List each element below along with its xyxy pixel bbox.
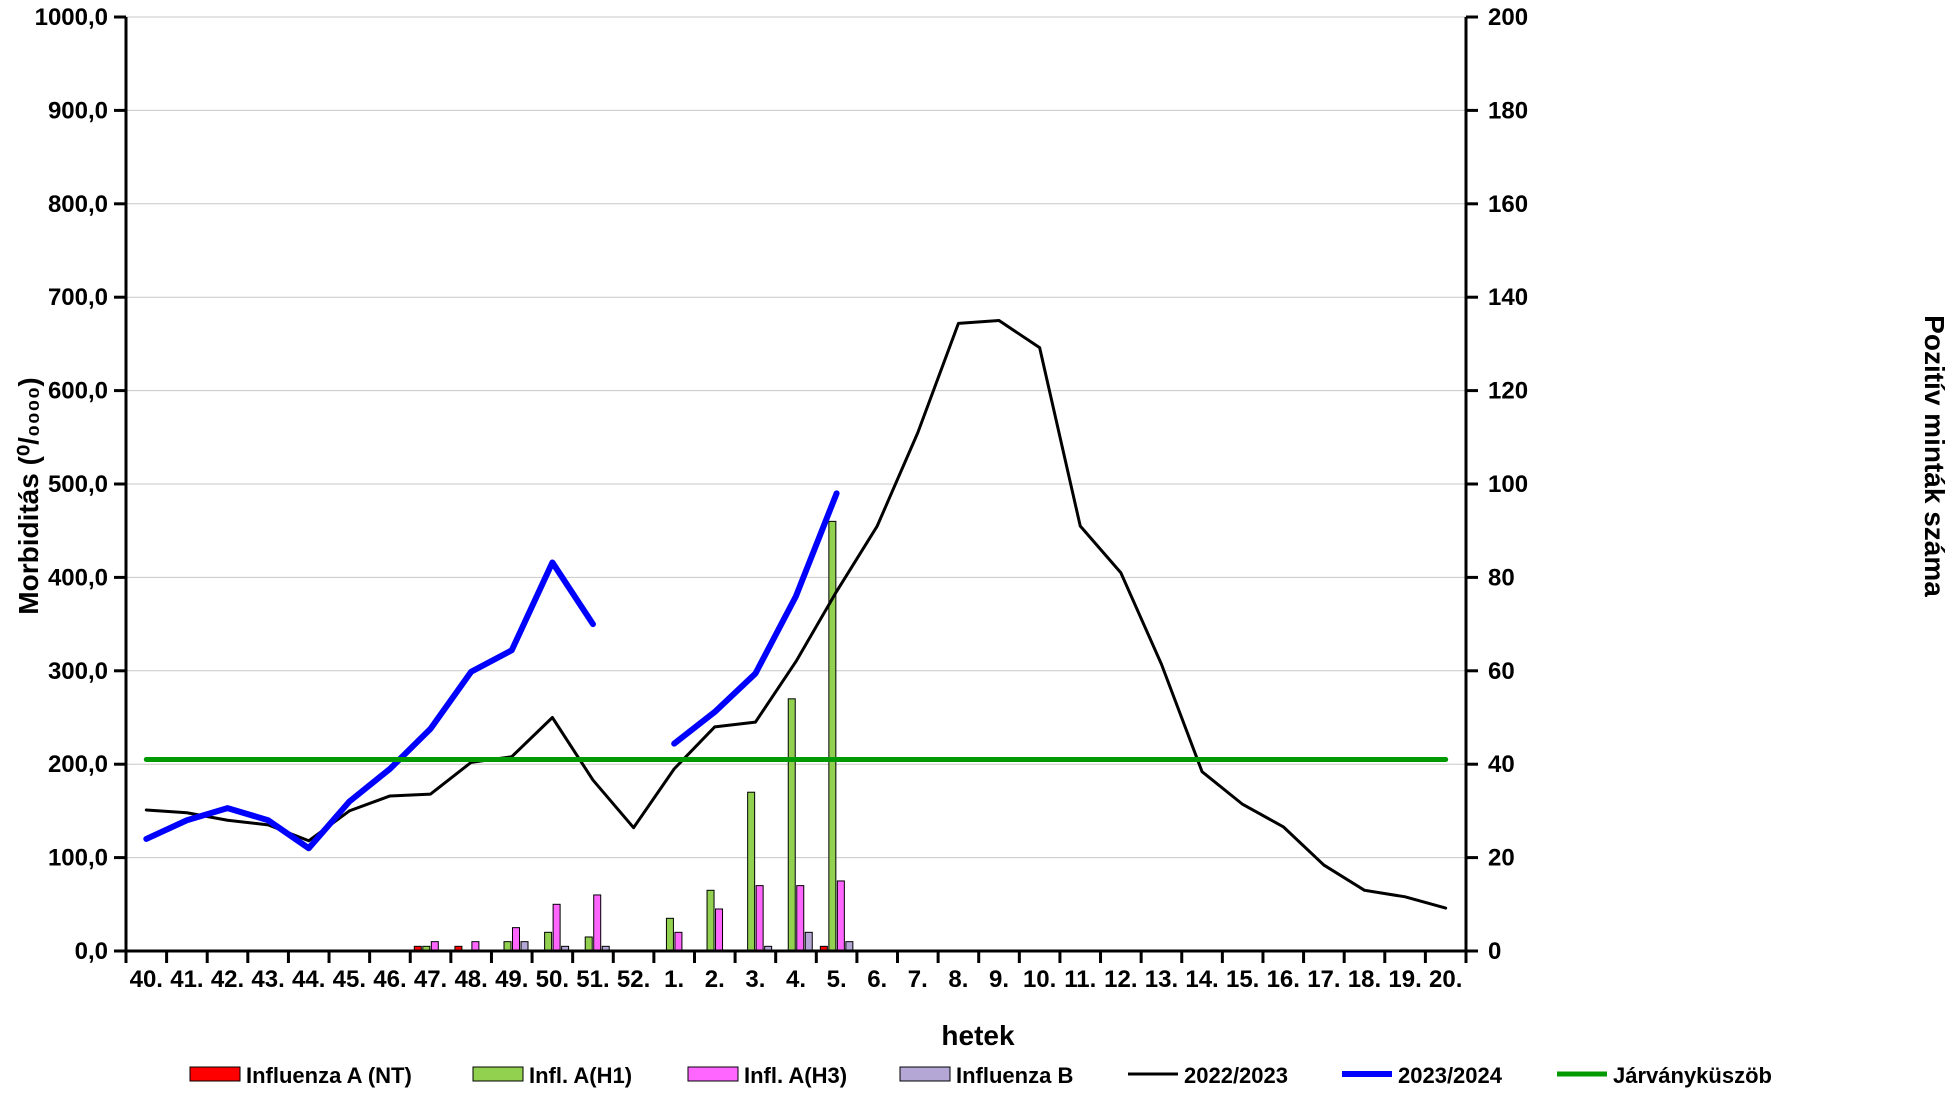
y-left-axis-title: Morbiditás (⁰/₀₀₀₀) [13,377,44,614]
bar [787,698,796,952]
bar [828,520,837,952]
y-right-tick-label: 0 [1488,938,1501,965]
legend-label: Infl. A(H1) [529,1063,632,1088]
gridlines [126,16,1466,859]
series-line [671,490,840,747]
y-left-tick-label: 200,0 [48,751,108,778]
legend-label: Influenza A (NT) [246,1063,412,1088]
y-left-tick-label: 500,0 [48,471,108,498]
x-tick-label: 16. [1267,966,1300,993]
x-tick-label: 10. [1023,966,1056,993]
bars [413,520,854,952]
x-tick-label: 20. [1429,966,1462,993]
legend-swatch [472,1066,524,1082]
series-line [144,319,1448,910]
x-tick-label: 6. [867,966,887,993]
x-tick-label: 46. [373,966,406,993]
x-tick-label: 8. [948,966,968,993]
bar [804,931,813,952]
y-right-tick-label: 180 [1488,97,1528,124]
x-tick-label: 43. [251,966,284,993]
bar [836,880,845,952]
bar [584,936,593,952]
x-tick-label: 5. [827,966,847,993]
legend-label: Infl. A(H3) [744,1063,847,1088]
x-tick-label: 1. [664,966,684,993]
x-tick-label: 13. [1145,966,1178,993]
bar [665,917,674,952]
y-left-tick-label: 900,0 [48,97,108,124]
bar [796,885,805,952]
x-tick-label: 2. [705,966,725,993]
x-tick-label: 40. [130,966,163,993]
x-tick-label: 7. [908,966,928,993]
x-tick-label: 49. [495,966,528,993]
x-tick-label: 12. [1104,966,1137,993]
x-tick-label: 14. [1185,966,1218,993]
axes [114,15,1478,963]
x-tick-label: 11. [1064,966,1096,993]
y-left-tick-label: 300,0 [48,658,108,685]
bar [552,903,561,952]
bar [544,931,553,952]
legend-label: 2023/2024 [1398,1063,1503,1088]
series-line [143,559,596,852]
lines [143,319,1449,910]
bar [755,885,764,952]
tick-labels: 0,0 0 100,0 20 200,0 40 300,0 60 400,0 80 500,0 100… [35,4,1528,993]
y-right-tick-label: 40 [1488,751,1515,778]
y-left-tick-label: 700,0 [48,284,108,311]
x-tick-label: 50. [536,966,569,993]
y-right-tick-label: 160 [1488,191,1528,218]
y-right-tick-label: 200 [1488,4,1528,31]
y-right-tick-label: 60 [1488,658,1515,685]
bar [512,927,521,952]
x-tick-label: 51. [576,966,609,993]
y-left-tick-label: 100,0 [48,845,108,872]
x-tick-label: 44. [292,966,325,993]
bar [674,931,683,952]
y-left-tick-label: 0,0 [75,938,108,965]
legend: Influenza A (NT) Infl. A(H1) Infl. A(H3) In… [189,1063,1772,1088]
x-tick-label: 41. [170,966,203,993]
x-tick-label: 18. [1348,966,1381,993]
x-tick-label: 15. [1226,966,1259,993]
y-right-tick-label: 80 [1488,564,1515,591]
x-tick-label: 4. [786,966,806,993]
y-left-tick-label: 600,0 [48,378,108,405]
y-left-tick-label: 800,0 [48,191,108,218]
legend-label: Influenza B [956,1063,1073,1088]
bar [706,889,715,952]
y-right-tick-label: 140 [1488,284,1528,311]
x-tick-label: 52. [617,966,650,993]
x-tick-label: 19. [1388,966,1421,993]
x-tick-label: 48. [454,966,487,993]
x-tick-label: 47. [414,966,447,993]
x-tick-label: 45. [333,966,366,993]
x-axis-title: hetek [941,1020,1015,1051]
bar [593,894,602,952]
y-left-tick-label: 1000,0 [35,4,108,31]
x-tick-label: 3. [745,966,765,993]
legend-swatch [687,1066,739,1082]
legend-label: Járványküszöb [1613,1063,1772,1088]
bar [747,791,756,952]
x-tick-label: 17. [1307,966,1340,993]
x-tick-label: 42. [211,966,244,993]
y-right-tick-label: 20 [1488,845,1515,872]
legend-swatch [189,1066,241,1082]
x-tick-label: 9. [989,966,1009,993]
y-right-tick-label: 120 [1488,378,1528,405]
y-right-axis-title: Pozitív minták száma [1919,315,1950,597]
legend-swatch [899,1066,951,1082]
y-right-tick-label: 100 [1488,471,1528,498]
bar [715,908,724,952]
legend-label: 2022/2023 [1184,1063,1288,1088]
y-left-tick-label: 400,0 [48,564,108,591]
